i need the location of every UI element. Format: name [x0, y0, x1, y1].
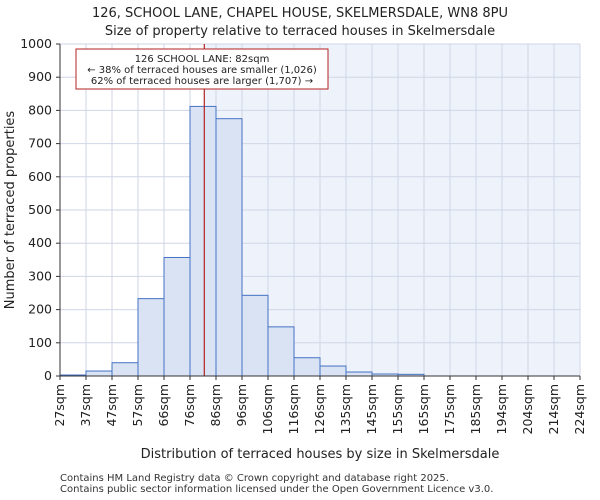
x-tick-label: 145sqm	[364, 384, 379, 434]
x-tick-label: 47sqm	[104, 384, 119, 427]
x-axis-label: Distribution of terraced houses by size …	[141, 447, 500, 462]
x-tick-label: 66sqm	[156, 384, 171, 427]
y-tick-label: 300	[28, 268, 52, 283]
x-tick-label: 135sqm	[338, 384, 353, 434]
x-tick-label: 116sqm	[286, 384, 301, 434]
x-tick-label: 155sqm	[390, 384, 405, 434]
x-tick-label: 86sqm	[208, 384, 223, 427]
chart-subtitle: Size of property relative to terraced ho…	[105, 24, 495, 39]
footer-line1: Contains HM Land Registry data © Crown c…	[60, 473, 449, 484]
x-tick-labels: 27sqm 37sqm 47sqm 57sqm 66sqm 76sqm 86sqm 96sqm…	[52, 376, 587, 434]
x-tick-label: 96sqm	[234, 384, 249, 427]
y-tick-label: 700	[28, 136, 52, 151]
y-tick-label: 0	[44, 368, 52, 383]
bar	[267, 326, 295, 377]
bar	[137, 298, 165, 377]
footer-line2: Contains public sector information licen…	[60, 484, 494, 495]
bar	[163, 256, 191, 377]
annotation-line2: ← 38% of terraced houses are smaller (1,…	[87, 65, 317, 76]
y-tick-label: 600	[28, 169, 52, 184]
y-axis-label: Number of terraced properties	[3, 111, 18, 310]
bar	[293, 357, 321, 377]
x-tick-label: 175sqm	[442, 384, 457, 434]
y-tick-label: 400	[28, 235, 52, 250]
x-tick-label: 57sqm	[130, 384, 145, 427]
x-tick-label: 224sqm	[572, 384, 587, 434]
bar	[189, 105, 217, 377]
annotation-border	[75, 48, 329, 90]
x-tick-label: 185sqm	[468, 384, 483, 434]
annotation-line1: 126 SCHOOL LANE: 82sqm	[135, 54, 270, 65]
x-tick-label: 76sqm	[182, 384, 197, 427]
bar	[345, 371, 373, 377]
bar	[215, 118, 243, 377]
bar	[319, 365, 347, 377]
bar	[111, 362, 139, 377]
x-tick-label: 194sqm	[494, 384, 509, 434]
chart-title: 126, SCHOOL LANE, CHAPEL HOUSE, SKELMERS…	[92, 6, 508, 21]
y-tick-label: 1000	[20, 36, 52, 51]
y-tick-labels: 0 100 200 300 400 500 600 700 800 900 1000	[20, 36, 60, 383]
y-tick-label: 800	[28, 102, 52, 117]
bar	[85, 370, 113, 377]
y-tick-label: 900	[28, 69, 52, 84]
y-tick-label: 500	[28, 202, 52, 217]
x-tick-label: 204sqm	[520, 384, 535, 434]
annotation-box: 126 SCHOOL LANE: 82sqm ← 38% of terraced…	[75, 48, 329, 90]
annotation-line3: 62% of terraced houses are larger (1,707…	[91, 76, 313, 87]
x-tick-label: 106sqm	[260, 384, 275, 434]
y-tick-label: 200	[28, 302, 52, 317]
x-tick-label: 37sqm	[78, 384, 93, 427]
x-tick-label: 126sqm	[312, 384, 327, 434]
x-tick-label: 214sqm	[546, 384, 561, 434]
bar	[241, 294, 269, 377]
x-tick-label: 165sqm	[416, 384, 431, 434]
y-tick-label: 100	[28, 335, 52, 350]
bars	[59, 105, 425, 377]
x-tick-label: 27sqm	[52, 384, 67, 427]
